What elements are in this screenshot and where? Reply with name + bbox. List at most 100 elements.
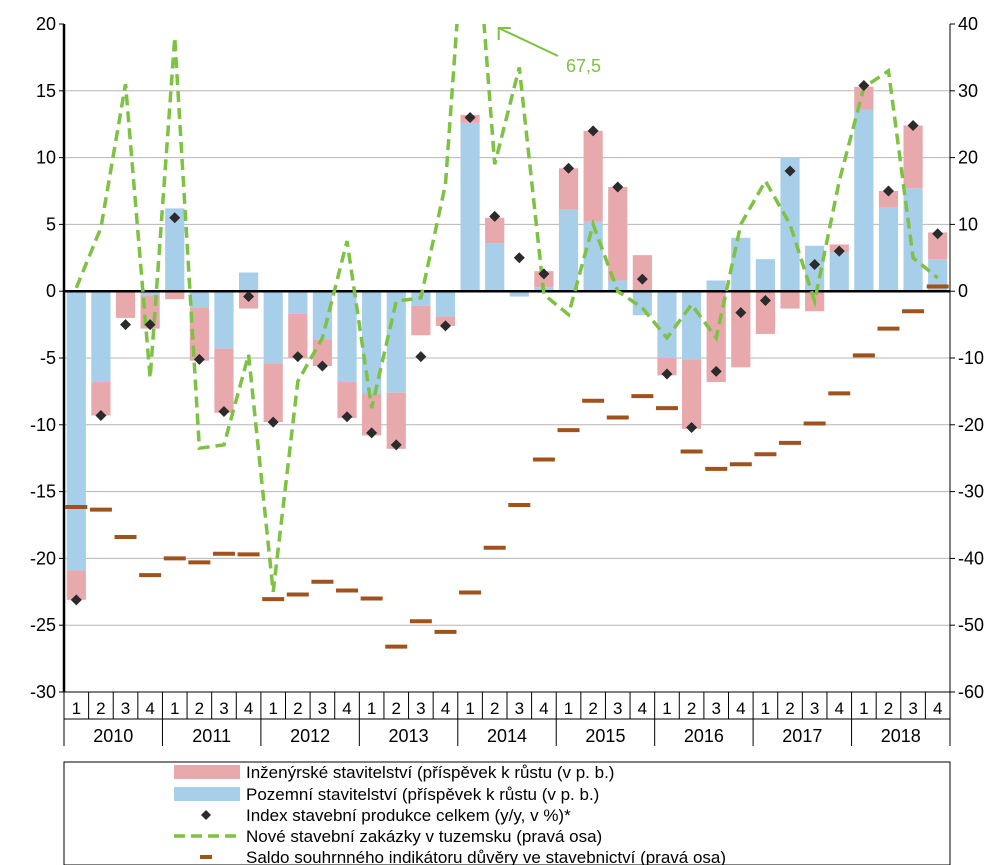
- building-construction-bar: [854, 109, 874, 292]
- civil-engineering-bar: [312, 339, 333, 367]
- tick-labels-layer: 20 40 15 30 10 20 5 10 0 0 -5 -10 -10 -20 -15 -30 -20 -40…: [30, 14, 984, 746]
- year-label: 2012: [290, 726, 330, 746]
- civil-engineering-bar: [165, 291, 185, 300]
- y-left-tick-label: 5: [46, 214, 56, 234]
- year-label: 2014: [487, 726, 527, 746]
- building-construction-bar: [337, 291, 357, 383]
- quarter-label: 2: [687, 699, 696, 718]
- building-construction-bar: [755, 259, 776, 292]
- quarter-label: 4: [835, 699, 844, 718]
- production-marker: [784, 165, 796, 177]
- building-construction-bar: [928, 259, 948, 292]
- y-left-tick-label: 15: [36, 81, 56, 101]
- y-right-tick-label: 10: [958, 214, 978, 234]
- annotation-arrow: [498, 27, 559, 57]
- production-marker: [858, 79, 870, 91]
- y-right-tick-label: -20: [958, 415, 984, 435]
- y-left-tick-label: -25: [30, 615, 56, 635]
- legend-marker: [201, 810, 211, 820]
- production-marker: [661, 368, 673, 380]
- production-marker: [415, 351, 427, 363]
- y-right-tick-label: -40: [958, 548, 984, 568]
- production-marker: [686, 421, 698, 433]
- civil-engineering-bar: [411, 305, 431, 336]
- year-label: 2015: [585, 726, 625, 746]
- quarter-label: 3: [515, 699, 524, 718]
- building-construction-bar: [165, 208, 185, 292]
- y-left-tick-label: 0: [46, 281, 56, 301]
- production-marker: [932, 228, 944, 240]
- building-construction-bar: [681, 291, 702, 360]
- building-construction-bar: [386, 291, 406, 393]
- building-construction-bar: [485, 243, 505, 292]
- quarter-label: 2: [96, 699, 105, 718]
- civil-engineering-bar: [115, 291, 136, 318]
- quarter-label: 2: [785, 699, 794, 718]
- building-construction-bar: [903, 188, 923, 292]
- production-marker: [907, 120, 919, 132]
- production-marker: [341, 411, 353, 423]
- civil-engineering-bar: [263, 363, 283, 423]
- legend-swatch: [174, 765, 240, 779]
- y-left-tick-label: -30: [30, 682, 56, 702]
- year-label: 2013: [389, 726, 429, 746]
- production-marker: [193, 353, 205, 365]
- building-construction-bar: [706, 280, 726, 292]
- civil-engineering-bar: [558, 168, 579, 210]
- quarter-label: 2: [588, 699, 597, 718]
- civil-engineering-bar: [485, 217, 505, 244]
- production-marker: [538, 268, 550, 280]
- building-construction-bar: [189, 291, 209, 308]
- production-marker: [710, 365, 722, 377]
- legend-label: Index stavební produkce celkem (y/y, v %…: [246, 806, 571, 825]
- building-construction-bar: [731, 237, 751, 292]
- production-markers-layer: [70, 79, 944, 606]
- y-right-tick-label: -10: [958, 348, 984, 368]
- production-marker: [809, 258, 821, 270]
- building-construction-bar: [780, 157, 800, 292]
- production-marker: [882, 185, 894, 197]
- quarter-label: 4: [638, 699, 647, 718]
- y-left-tick-label: -10: [30, 415, 56, 435]
- y-right-tick-label: 20: [958, 148, 978, 168]
- y-right-tick-label: 40: [958, 14, 978, 34]
- y-right-tick-label: -60: [958, 682, 984, 702]
- civil-engineering-bar: [66, 570, 86, 600]
- production-marker: [120, 319, 132, 331]
- quarter-label: 1: [268, 699, 277, 718]
- production-marker: [243, 291, 255, 303]
- bars-layer: [66, 86, 948, 600]
- production-marker: [292, 351, 304, 363]
- y-left-tick-label: 20: [36, 14, 56, 34]
- production-marker: [587, 125, 599, 137]
- quarter-label: 1: [662, 699, 671, 718]
- building-construction-bar: [435, 291, 456, 317]
- civil-engineering-bar: [608, 186, 628, 281]
- confidence-dashes-layer: [65, 284, 949, 649]
- building-construction-bar: [238, 272, 259, 292]
- year-label: 2010: [93, 726, 133, 746]
- production-marker: [464, 112, 476, 124]
- legend-label: Nové stavební zakázky v tuzemsku (pravá …: [246, 827, 602, 846]
- building-construction-bar: [657, 291, 677, 358]
- quarter-label: 3: [219, 699, 228, 718]
- quarter-label: 3: [416, 699, 425, 718]
- civil-engineering-bar: [878, 191, 899, 208]
- building-construction-bar: [91, 291, 111, 383]
- building-construction-bar: [460, 122, 480, 292]
- quarter-label: 1: [859, 699, 868, 718]
- production-marker: [735, 307, 747, 319]
- y-right-tick-label: 30: [958, 81, 978, 101]
- civil-engineering-bar: [386, 392, 406, 449]
- year-label: 2017: [782, 726, 822, 746]
- building-construction-bar: [66, 291, 86, 571]
- quarter-label: 3: [810, 699, 819, 718]
- quarter-label: 3: [318, 699, 327, 718]
- civil-engineering-bar: [681, 359, 702, 429]
- quarter-label: 3: [908, 699, 917, 718]
- civil-engineering-bar: [657, 358, 677, 376]
- legend-label: Pozemní stavitelství (příspěvek k růstu …: [246, 785, 599, 804]
- quarter-label: 2: [195, 699, 204, 718]
- production-marker: [267, 416, 279, 428]
- y-left-tick-label: -20: [30, 548, 56, 568]
